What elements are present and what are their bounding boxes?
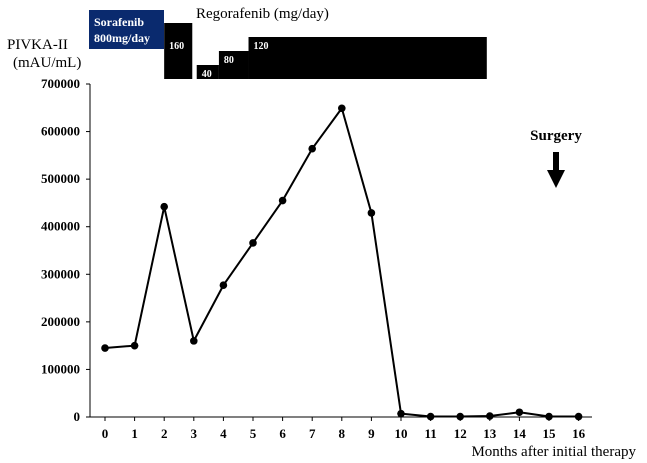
dose-bar-label: 40 (202, 69, 212, 80)
dose-bar (196, 65, 219, 79)
axes (89, 84, 592, 418)
data-point (219, 281, 228, 290)
dose-bar-label: 160 (169, 41, 184, 52)
data-point (397, 409, 405, 418)
data-point (338, 104, 346, 113)
surgery-arrow-icon (547, 152, 565, 188)
data-point (278, 196, 287, 205)
x-tick-label: 12 (454, 426, 467, 441)
x-tick-label: 3 (191, 426, 198, 441)
dose-bar-label: 120 (254, 41, 269, 52)
y-tick-label: 700000 (41, 76, 80, 91)
surgery-label: Surgery (530, 128, 582, 144)
x-tick-label: 2 (161, 426, 168, 441)
data-point (574, 412, 583, 421)
x-tick-label: 6 (279, 426, 286, 441)
dose-bar (248, 37, 487, 79)
sorafenib-label-line1: Sorafenib (94, 15, 144, 29)
dose-bar (164, 23, 193, 79)
dose-bar (218, 51, 249, 79)
x-tick-label: 7 (309, 426, 316, 441)
surgery-annotation: Surgery (530, 128, 582, 188)
x-tick-label: 10 (395, 426, 408, 441)
surgery-arrow-head (547, 170, 565, 188)
data-point (101, 344, 109, 352)
sorafenib-annotation: Sorafenib 800mg/day (89, 10, 164, 49)
sorafenib-box (89, 10, 164, 49)
regorafenib-title: Regorafenib (mg/day) (196, 6, 329, 22)
y-axis-title-line1: PIVKA-II (7, 37, 68, 53)
x-tick-label: 9 (368, 426, 375, 441)
data-point (160, 202, 168, 211)
series-group (101, 104, 583, 421)
data-point (190, 337, 198, 345)
x-tick-label: 8 (339, 426, 346, 441)
y-tick-label: 600000 (41, 124, 80, 139)
y-tick-label: 100000 (41, 361, 80, 376)
data-point (486, 412, 494, 420)
regorafenib-dose-bars: 160 40 80 120 (164, 23, 487, 80)
x-tick-label: 4 (220, 426, 227, 441)
x-tick-label: 14 (513, 426, 527, 441)
x-tick-label: 13 (483, 426, 497, 441)
series-line (104, 107, 579, 418)
y-ticks: 0 100000 200000 300000 400000 500000 600000 700… (41, 76, 90, 424)
data-point (308, 144, 317, 153)
y-axis-title-line2: (mAU/mL) (13, 55, 81, 71)
x-ticks: 0 1 2 3 4 5 6 7 8 9 10 11 12 13 14 15 16 (102, 417, 586, 441)
x-tick-label: 15 (543, 426, 557, 441)
x-tick-label: 1 (131, 426, 138, 441)
x-tick-label: 16 (572, 426, 586, 441)
data-point (130, 341, 139, 350)
data-point (367, 209, 376, 217)
x-tick-label: 11 (424, 426, 436, 441)
sorafenib-label-line2: 800mg/day (94, 31, 150, 45)
x-axis-title: Months after initial therapy (471, 444, 636, 460)
surgery-arrow-shaft (553, 152, 559, 172)
data-point (456, 412, 465, 421)
x-tick-label: 0 (102, 426, 109, 441)
x-tick-label: 5 (250, 426, 257, 441)
data-point (515, 408, 524, 417)
y-tick-label: 400000 (41, 219, 80, 234)
y-tick-label: 0 (74, 409, 81, 424)
data-point (426, 412, 435, 421)
y-tick-label: 300000 (41, 266, 80, 281)
y-tick-label: 500000 (41, 171, 80, 186)
y-tick-label: 200000 (41, 314, 80, 329)
data-point (545, 412, 553, 421)
data-point (249, 239, 257, 247)
dose-bar-label: 80 (224, 55, 234, 66)
